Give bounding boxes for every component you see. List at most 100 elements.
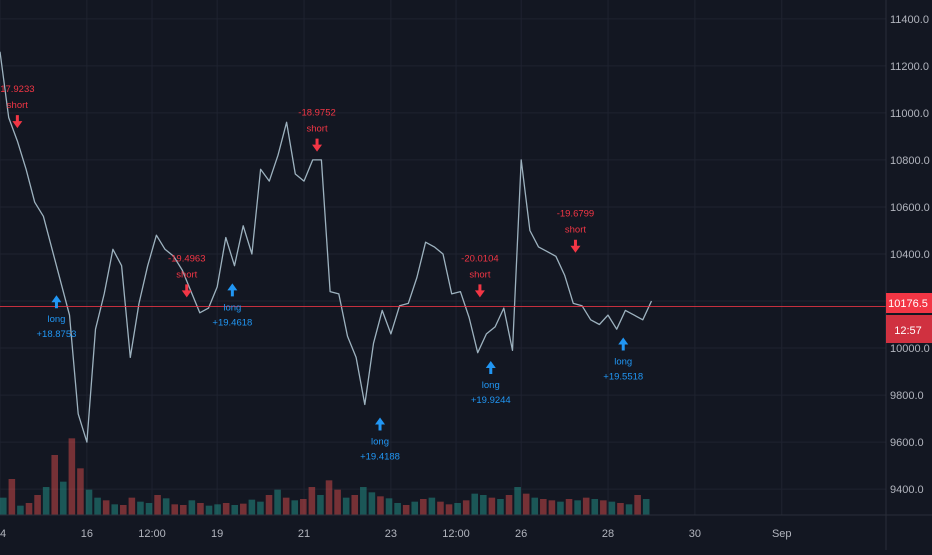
up-arrow-icon (227, 283, 238, 297)
volume-bar (608, 501, 616, 515)
last-price-badge (886, 293, 932, 313)
volume-bar (325, 480, 333, 515)
volume-bar (51, 455, 59, 515)
signal-label: long (371, 436, 389, 447)
y-tick-label: 10600.0 (890, 202, 930, 214)
volume-bar (0, 497, 7, 515)
x-tick-label: 23 (385, 528, 397, 540)
price-series (0, 51, 886, 443)
volume-bar (488, 497, 496, 515)
down-arrow-icon (312, 138, 323, 152)
up-arrow-icon (375, 417, 386, 431)
volume-bar (162, 498, 170, 515)
y-tick-label: 9600.0 (890, 437, 924, 449)
volume-bar (642, 499, 650, 515)
signal-value: -19.4963 (168, 253, 206, 264)
volume-bar (257, 501, 264, 515)
x-tick-label: 19 (211, 528, 223, 540)
down-arrow-icon (181, 284, 192, 298)
volume-bar (171, 504, 179, 515)
volume-bar (180, 505, 187, 515)
x-tick-label: 21 (298, 528, 310, 540)
y-tick-label: 11000.0 (890, 108, 929, 120)
short-signal[interactable]: short -19.4963 (168, 253, 206, 298)
short-signal[interactable]: short 17.9233 (0, 84, 35, 129)
volume-bar (222, 503, 230, 515)
up-arrow-icon (51, 295, 62, 309)
volume-bar (617, 503, 624, 515)
volume-bar (214, 504, 221, 515)
volume-bar (522, 493, 530, 515)
tick-labels: 9400.09600.09800.010000.010200.010400.01… (0, 14, 930, 540)
volume-bar (334, 489, 341, 515)
volume-bar (557, 501, 564, 515)
x-tick-label: 26 (515, 528, 527, 540)
x-tick-label: 28 (602, 528, 614, 540)
long-signal[interactable]: long +19.5518 (603, 337, 643, 383)
volume-bar (497, 499, 504, 515)
long-signal[interactable]: long +19.4618 (212, 283, 252, 328)
volume-bar (574, 500, 581, 515)
y-tick-label: 10800.0 (890, 155, 930, 167)
volume-bar (42, 487, 50, 515)
volume-bar (462, 500, 470, 515)
volume-bar (300, 499, 307, 515)
volume-bar (111, 504, 119, 515)
signal-value: +19.5518 (603, 372, 643, 383)
volume-bar (411, 501, 419, 515)
y-tick-label: 11200.0 (890, 61, 929, 73)
volume-bar (385, 498, 393, 515)
volume-bar (291, 500, 299, 515)
x-tick-label: 12:00 (442, 528, 470, 540)
y-tick-label: 10400.0 (890, 249, 930, 261)
volume-bar (634, 495, 641, 515)
long-signal[interactable]: long +19.9244 (471, 361, 511, 406)
long-signal[interactable]: long +18.8753 (37, 295, 77, 340)
volume-bar (137, 501, 144, 515)
signal-value: -18.9752 (298, 108, 336, 119)
volume-bar (145, 503, 153, 515)
y-axis-panel[interactable] (886, 0, 932, 550)
x-axis-panel[interactable] (0, 515, 886, 550)
x-tick-label: 16 (81, 528, 93, 540)
volume-bar (197, 503, 204, 515)
signal-label: short (7, 100, 28, 111)
volume-bar (94, 497, 101, 515)
volume-bar (308, 487, 316, 515)
price-line (0, 51, 653, 443)
volume-bar (188, 500, 196, 515)
volume-bar (85, 489, 93, 515)
volume-bar (471, 493, 479, 515)
countdown-badge (886, 315, 932, 343)
y-tick-label: 11400.0 (890, 14, 929, 26)
volume-bar (25, 503, 33, 515)
volume-bar (34, 495, 41, 515)
volume-bar (274, 489, 281, 515)
signal-value: +19.9244 (471, 395, 511, 406)
volume-bar (120, 505, 127, 515)
grid (0, 0, 886, 515)
down-arrow-icon (474, 284, 485, 298)
long-signal[interactable]: long +19.4188 (360, 417, 400, 462)
short-signal[interactable]: short -20.0104 (461, 253, 499, 298)
signal-label: long (47, 314, 65, 325)
volume-bar (60, 481, 67, 515)
signal-value: 17.9233 (0, 84, 34, 95)
volume-bar (591, 499, 599, 515)
signal-label: short (565, 225, 586, 236)
volume-bar (282, 497, 290, 515)
y-tick-label: 9400.0 (890, 484, 924, 496)
short-signal[interactable]: short -18.9752 (298, 108, 336, 152)
volume-bar (8, 479, 16, 515)
trade-annotations: short 17.9233 long +18.8753 short -19.4963 lon… (0, 84, 643, 462)
volume-bar (68, 438, 76, 515)
volume-bar (625, 504, 633, 515)
signal-label: long (614, 357, 632, 368)
volume-bar (342, 497, 350, 515)
volume-bar (428, 497, 436, 515)
signal-value: -19.6799 (557, 209, 595, 220)
short-signal[interactable]: short -19.6799 (557, 209, 595, 253)
